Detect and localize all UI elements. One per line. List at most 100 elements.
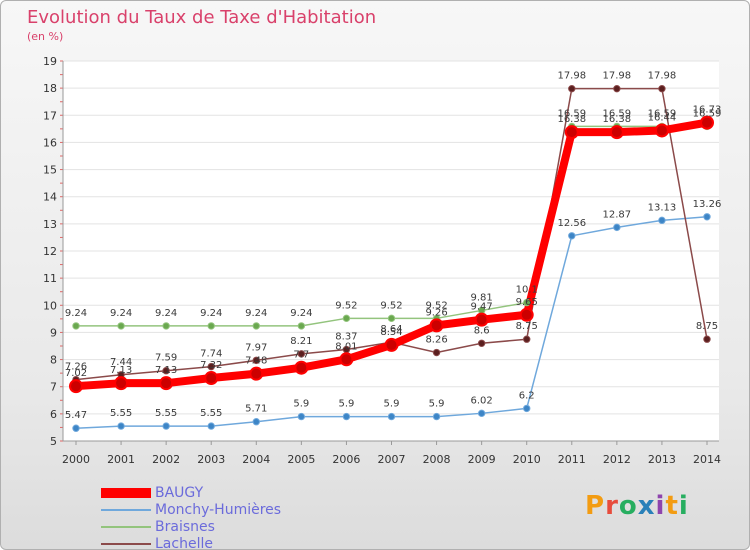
data-label: 9.24 [110,308,132,319]
data-label: 7.32 [200,360,222,371]
y-tick-label: 16 [43,136,57,149]
data-point [162,322,170,330]
data-label: 5.71 [245,404,267,415]
data-point [700,115,714,130]
data-point [609,125,624,140]
data-label: 5.47 [65,410,87,421]
y-tick-label: 13 [43,218,57,231]
unit-label: (en %) [27,30,64,43]
data-point [432,348,441,357]
y-tick-label: 11 [43,272,57,285]
data-label: 6.02 [471,395,493,406]
data-label: 7.13 [155,365,177,376]
data-point [294,360,309,375]
data-point [658,216,666,225]
data-label: 16.59 [693,108,722,119]
y-tick-label: 5 [50,435,57,448]
data-point [477,339,486,347]
data-point [207,322,215,330]
data-label: 7.48 [245,356,267,367]
data-label: 5.9 [293,399,309,410]
data-point [207,362,215,371]
x-tick-label: 2003 [197,453,225,466]
data-label: 16.59 [557,108,586,119]
data-label: 8.01 [335,341,357,352]
x-tick-label: 2010 [513,453,541,466]
data-label: 13.13 [648,202,677,213]
x-tick-label: 2005 [287,453,315,466]
legend-label: BAUGY [155,485,204,501]
data-label: 10.1 [516,285,538,296]
data-point [658,84,666,93]
y-tick-label: 18 [43,82,57,95]
data-point [703,213,711,221]
data-point [523,335,531,343]
data-label: 7.7 [293,350,309,361]
data-label: 8.75 [696,321,718,332]
data-point [252,356,260,365]
data-point [384,337,399,352]
data-point [69,379,83,394]
data-point [477,409,486,418]
data-label: 5.9 [384,399,400,410]
data-label: 9.24 [65,308,87,319]
data-point [613,223,621,232]
data-label: 7.13 [110,365,132,376]
data-label: 8.37 [335,332,357,343]
data-label: 12.56 [557,218,586,229]
legend-swatch [101,543,151,545]
data-label: 5.55 [110,408,132,419]
legend-label: Lachelle [155,536,213,550]
data-point [207,422,215,430]
data-label: 8.64 [380,324,402,335]
data-point [72,424,80,432]
data-label: 8.26 [425,335,447,346]
data-label: 16.73 [693,105,722,116]
data-label: 9.47 [471,302,493,313]
data-point [654,123,669,138]
data-label: 9.24 [290,308,312,319]
y-tick-label: 8 [50,354,57,367]
data-point [568,232,576,240]
data-label: 7.74 [200,349,222,360]
data-label: 9.81 [471,292,493,303]
y-tick-label: 9 [50,326,57,339]
data-label: 7.02 [65,368,87,379]
data-label: 17.98 [648,71,677,82]
data-label: 16.38 [557,114,586,125]
data-label: 9.24 [245,308,267,319]
data-label: 17.98 [603,71,632,82]
proxiti-logo: Proxiti [585,491,689,521]
data-label: 9.24 [155,308,177,319]
y-tick-label: 17 [43,109,57,122]
data-point [297,350,306,358]
data-point [117,422,125,430]
x-tick-label: 2014 [693,453,721,466]
data-point [159,376,174,391]
data-label: 9.26 [425,307,447,318]
y-tick-label: 6 [50,408,57,421]
data-point [613,84,621,93]
data-label: 16.38 [603,114,632,125]
data-point [342,412,351,421]
legend-label: Braisnes [155,519,215,535]
data-point [387,314,396,323]
x-tick-label: 2002 [152,453,180,466]
data-point [387,412,396,421]
data-label: 8.75 [516,321,538,332]
data-label: 9.52 [425,300,447,311]
data-label: 12.87 [603,209,632,220]
data-point [339,352,354,367]
data-label: 13.26 [693,199,722,210]
data-label: 17.98 [557,71,586,82]
data-label: 5.9 [338,399,354,410]
x-tick-label: 2000 [62,453,90,466]
data-point [252,418,260,426]
data-label: 7.26 [65,362,87,373]
data-label: 16.44 [648,112,677,123]
data-label: 7.59 [155,353,177,364]
data-label: 6.2 [519,390,535,401]
data-label: 5.9 [429,399,445,410]
